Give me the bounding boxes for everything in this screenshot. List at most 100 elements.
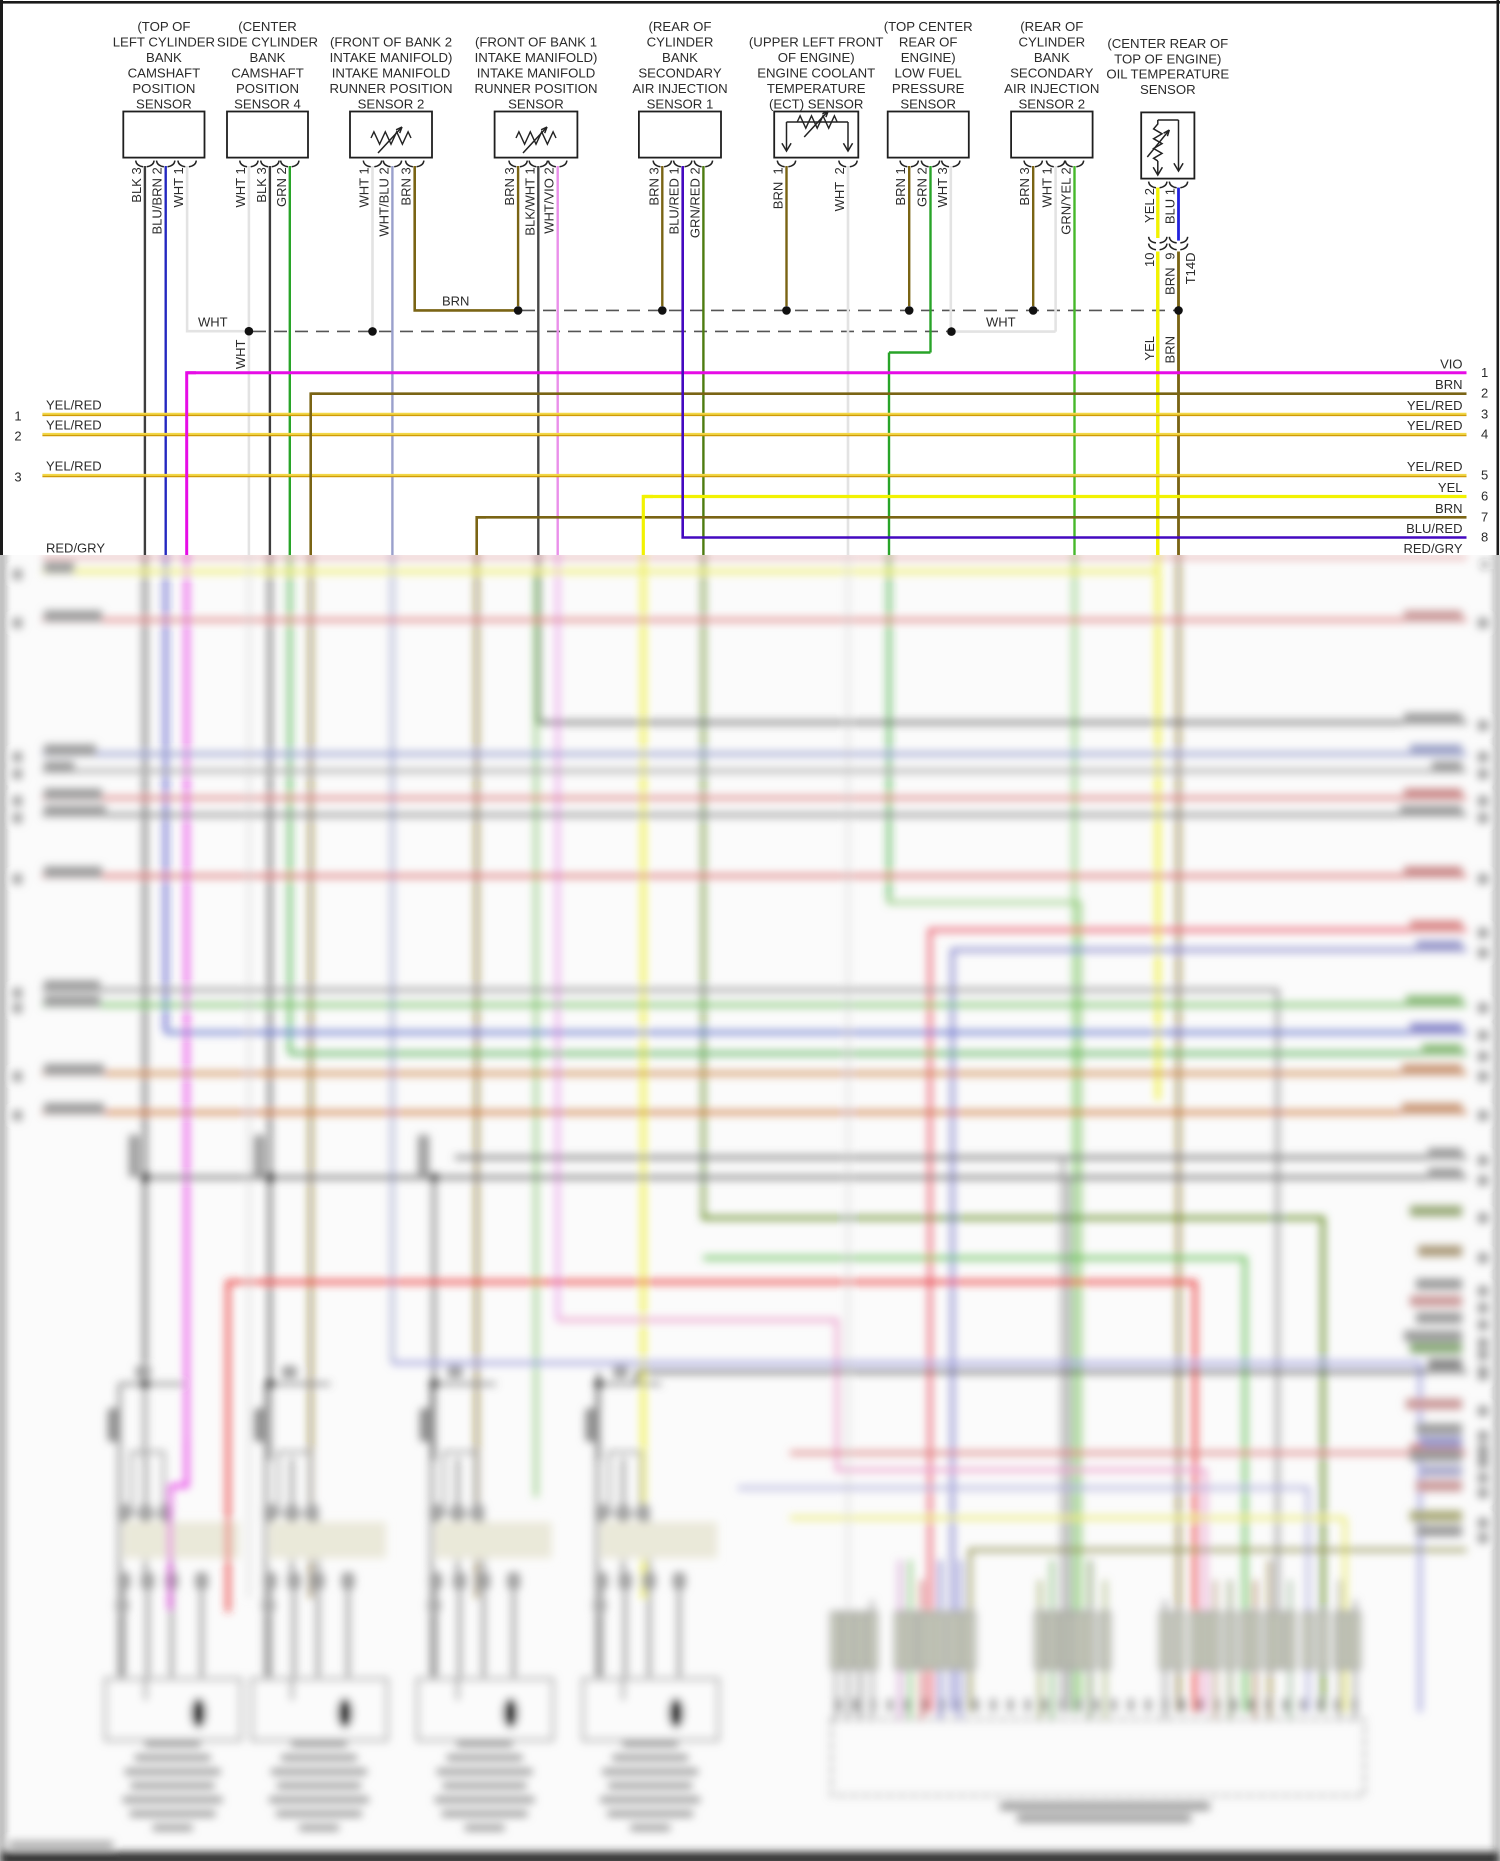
svg-text:YEL 2: YEL 2: [1142, 188, 1157, 223]
svg-text:CAMSHAFT: CAMSHAFT: [231, 65, 304, 80]
svg-text:BLU 1: BLU 1: [1163, 188, 1178, 224]
svg-text:INTAKE MANIFOLD: INTAKE MANIFOLD: [477, 65, 595, 80]
svg-text:BANK: BANK: [146, 50, 182, 65]
svg-text:TOP OF ENGINE): TOP OF ENGINE): [1114, 51, 1221, 66]
svg-text:GRN 2: GRN 2: [274, 167, 289, 207]
svg-text:WHT: WHT: [986, 315, 1016, 330]
svg-text:(CENTER: (CENTER: [238, 19, 297, 34]
svg-text:YEL: YEL: [1142, 336, 1157, 361]
svg-text:BRN: BRN: [1435, 501, 1462, 516]
svg-text:WHT 1: WHT 1: [1040, 167, 1055, 207]
svg-text:WHT: WHT: [198, 315, 228, 330]
svg-text:SENSOR 1: SENSOR 1: [647, 96, 714, 111]
svg-text:BLK/WHT 1: BLK/WHT 1: [522, 167, 537, 235]
svg-text:SENSOR: SENSOR: [1140, 82, 1196, 97]
svg-text:6: 6: [1481, 489, 1488, 504]
svg-text:ENGINE): ENGINE): [901, 50, 956, 65]
svg-text:SENSOR: SENSOR: [136, 96, 192, 111]
svg-text:5: 5: [1481, 468, 1488, 483]
svg-text:WHT 1: WHT 1: [357, 167, 372, 207]
svg-text:10: 10: [1142, 253, 1157, 267]
svg-text:WHT: WHT: [233, 339, 248, 369]
svg-text:BRN 1: BRN 1: [893, 167, 908, 205]
svg-text:BLU/BRN 2: BLU/BRN 2: [150, 167, 165, 234]
svg-text:GRN/YEL 2: GRN/YEL 2: [1059, 167, 1074, 234]
svg-text:CYLINDER: CYLINDER: [647, 34, 714, 49]
svg-text:BRN 3: BRN 3: [1017, 167, 1032, 205]
svg-text:REAR OF: REAR OF: [899, 34, 958, 49]
svg-text:1: 1: [1481, 365, 1488, 380]
svg-text:TEMPERATURE: TEMPERATURE: [767, 81, 866, 96]
svg-text:GRN/RED 2: GRN/RED 2: [687, 167, 702, 238]
svg-text:(CENTER REAR OF: (CENTER REAR OF: [1107, 36, 1228, 51]
svg-text:YEL/RED: YEL/RED: [46, 418, 102, 433]
svg-text:INTAKE MANIFOLD): INTAKE MANIFOLD): [475, 50, 598, 65]
svg-text:WHT 1: WHT 1: [171, 167, 186, 207]
svg-text:SECONDARY: SECONDARY: [1010, 65, 1094, 80]
svg-text:SENSOR 4: SENSOR 4: [234, 96, 301, 111]
svg-text:CAMSHAFT: CAMSHAFT: [128, 65, 201, 80]
svg-text:BRN 1: BRN 1: [771, 167, 786, 209]
svg-text:4: 4: [1481, 427, 1488, 442]
svg-text:(REAR OF: (REAR OF: [1020, 19, 1083, 34]
svg-text:BANK: BANK: [662, 50, 698, 65]
svg-text:AIR INJECTION: AIR INJECTION: [632, 81, 727, 96]
svg-text:LOW FUEL: LOW FUEL: [894, 65, 961, 80]
svg-text:POSITION: POSITION: [236, 81, 299, 96]
svg-text:INTAKE MANIFOLD): INTAKE MANIFOLD): [330, 50, 453, 65]
svg-text:(TOP CENTER: (TOP CENTER: [884, 19, 973, 34]
svg-text:VIO: VIO: [1440, 356, 1462, 371]
svg-text:YEL/RED: YEL/RED: [46, 398, 102, 413]
svg-text:BLU/RED 1: BLU/RED 1: [667, 167, 682, 234]
svg-text:SENSOR: SENSOR: [508, 96, 564, 111]
svg-text:YEL: YEL: [1438, 480, 1463, 495]
svg-text:BLK 3: BLK 3: [254, 167, 269, 202]
svg-text:WHT/VIO 2: WHT/VIO 2: [542, 167, 557, 233]
svg-text:SENSOR 2: SENSOR 2: [358, 96, 425, 111]
svg-text:BANK: BANK: [1034, 50, 1070, 65]
svg-text:(UPPER LEFT FRONT: (UPPER LEFT FRONT: [749, 34, 884, 49]
svg-text:WHT 1: WHT 1: [233, 167, 248, 207]
svg-text:7: 7: [1481, 509, 1488, 524]
svg-text:9: 9: [1163, 253, 1178, 260]
svg-text:(FRONT OF BANK 2: (FRONT OF BANK 2: [330, 34, 452, 49]
svg-text:RUNNER POSITION: RUNNER POSITION: [474, 81, 597, 96]
svg-text:(FRONT OF BANK 1: (FRONT OF BANK 1: [475, 34, 597, 49]
svg-text:SENSOR 2: SENSOR 2: [1018, 96, 1085, 111]
svg-text:T14D: T14D: [1183, 253, 1198, 285]
svg-text:(TOP OF: (TOP OF: [137, 19, 190, 34]
svg-text:YEL/RED: YEL/RED: [46, 459, 102, 474]
svg-text:SIDE CYLINDER: SIDE CYLINDER: [217, 34, 318, 49]
svg-text:BRN: BRN: [1163, 268, 1178, 295]
svg-text:BANK: BANK: [250, 50, 286, 65]
svg-text:2: 2: [14, 429, 21, 444]
svg-text:YEL/RED: YEL/RED: [1407, 418, 1463, 433]
svg-text:BRN: BRN: [442, 294, 469, 309]
svg-text:1: 1: [14, 409, 21, 424]
svg-text:WHT 3: WHT 3: [935, 167, 950, 207]
svg-text:BRN 3: BRN 3: [399, 167, 414, 205]
svg-text:SECONDARY: SECONDARY: [638, 65, 722, 80]
svg-text:AIR INJECTION: AIR INJECTION: [1004, 81, 1099, 96]
svg-text:OIL TEMPERATURE: OIL TEMPERATURE: [1106, 67, 1229, 82]
svg-text:3: 3: [1481, 407, 1488, 422]
svg-text:BRN 3: BRN 3: [502, 167, 517, 205]
svg-text:BLU/RED: BLU/RED: [1406, 521, 1462, 536]
svg-text:INTAKE MANIFOLD: INTAKE MANIFOLD: [332, 65, 450, 80]
svg-text:ENGINE COOLANT: ENGINE COOLANT: [757, 65, 875, 80]
svg-text:POSITION: POSITION: [132, 81, 195, 96]
svg-text:YEL/RED: YEL/RED: [1407, 398, 1463, 413]
svg-text:9: 9: [1481, 557, 1488, 572]
svg-text:3: 3: [14, 470, 21, 485]
svg-text:(ECT) SENSOR: (ECT) SENSOR: [769, 96, 864, 111]
svg-text:2: 2: [1481, 386, 1488, 401]
svg-text:WHT/BLU 2: WHT/BLU 2: [376, 167, 391, 236]
svg-text:LEFT CYLINDER: LEFT CYLINDER: [113, 34, 215, 49]
svg-text:CYLINDER: CYLINDER: [1018, 34, 1085, 49]
svg-text:GRN 2: GRN 2: [915, 167, 930, 207]
svg-text:RUNNER POSITION: RUNNER POSITION: [329, 81, 452, 96]
svg-text:YEL/RED: YEL/RED: [1407, 459, 1463, 474]
svg-text:BLK 3: BLK 3: [129, 167, 144, 202]
svg-text:WHT 2: WHT 2: [832, 167, 847, 211]
svg-text:(REAR OF: (REAR OF: [648, 19, 711, 34]
